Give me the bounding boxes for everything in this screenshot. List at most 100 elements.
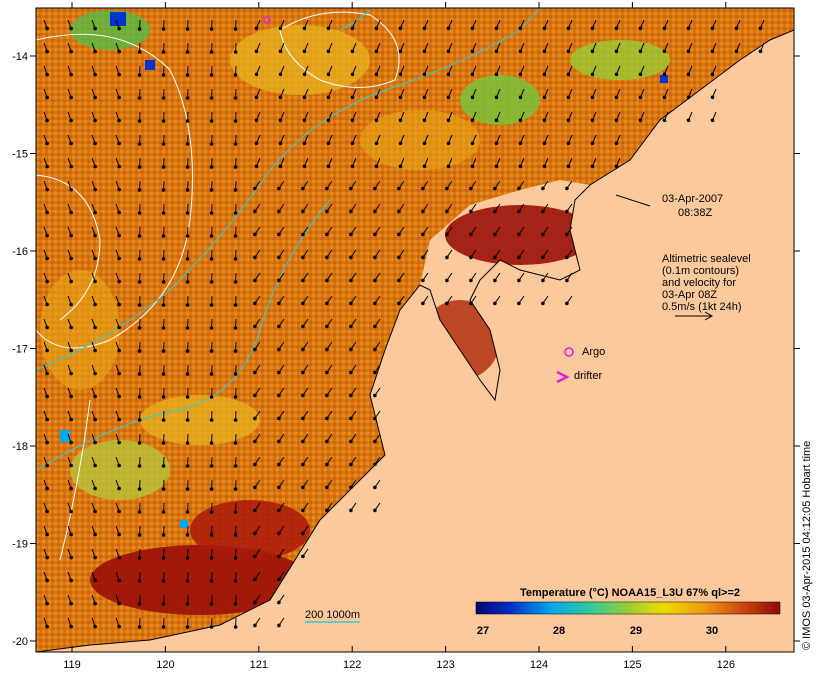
velocity-arrow-head	[493, 278, 497, 283]
velocity-arrow-head	[253, 577, 257, 582]
velocity-arrow-head	[542, 26, 547, 31]
velocity-arrow-head	[45, 118, 49, 123]
velocity-arrow-head	[137, 395, 142, 399]
velocity-arrow-head	[93, 532, 97, 537]
velocity-arrow-head	[233, 602, 238, 606]
depth-legend-label: 200 1000m	[305, 609, 360, 621]
velocity-arrow-head	[542, 118, 547, 123]
velocity-arrow-head	[278, 141, 283, 146]
velocity-arrow-head	[161, 487, 166, 491]
velocity-arrow-head	[209, 372, 214, 376]
velocity-arrow-head	[301, 531, 305, 536]
lat-tick-label: -18	[12, 441, 28, 453]
velocity-arrow-head	[137, 464, 142, 468]
velocity-arrow-head	[161, 50, 166, 54]
velocity-arrow-head	[117, 26, 121, 31]
velocity-arrow-head	[350, 72, 355, 77]
velocity-arrow-head	[45, 141, 49, 146]
velocity-arrow-head	[93, 555, 97, 560]
velocity-arrow-head	[233, 326, 238, 330]
longitude-axis: 119 120 121 122 123 124 125 126	[63, 2, 735, 671]
velocity-arrow-head	[614, 26, 619, 31]
velocity-arrow-head	[185, 602, 190, 606]
velocity-arrow-head	[137, 602, 142, 606]
velocity-arrow-head	[565, 232, 569, 237]
velocity-arrow-head	[494, 26, 499, 31]
velocity-arrow-head	[662, 49, 667, 54]
sealevel-contour	[36, 174, 101, 321]
velocity-arrow-head	[93, 601, 97, 606]
velocity-arrow-head	[254, 141, 259, 146]
velocity-arrow-head	[277, 232, 281, 237]
velocity-arrow-head	[209, 579, 214, 583]
velocity-arrow-head	[45, 601, 49, 606]
velocity-arrow-head	[209, 533, 214, 537]
velocity-arrow-head	[493, 255, 497, 260]
lat-tick-label: -19	[12, 539, 28, 551]
velocity-arrow-head	[185, 211, 190, 215]
velocity-arrow-head	[69, 555, 73, 560]
isobath-line	[339, 9, 371, 31]
velocity-arrow-head	[662, 118, 667, 123]
velocity-arrow-head	[518, 95, 523, 100]
velocity-arrow-head	[350, 26, 355, 31]
velocity-arrow-head	[185, 395, 190, 399]
velocity-arrow-head	[662, 26, 667, 31]
velocity-arrow-head	[590, 164, 595, 169]
velocity-arrow-head	[301, 393, 305, 398]
velocity-arrow-head	[161, 303, 166, 307]
velocity-arrow-head	[566, 49, 571, 54]
velocity-arrow-head	[541, 278, 545, 283]
velocity-arrow-head	[494, 118, 499, 123]
velocity-arrow-head	[638, 72, 643, 77]
velocity-arrow-head	[93, 279, 97, 284]
lon-tick-label: 125	[623, 659, 641, 671]
velocity-arrow-head	[349, 416, 353, 421]
velocity-arrow-head	[638, 118, 643, 123]
velocity-arrow-head	[590, 72, 595, 77]
velocity-arrow-head	[278, 26, 283, 31]
velocity-arrow-head	[349, 255, 353, 260]
velocity-arrow-head	[137, 349, 142, 353]
velocity-arrow-head	[422, 164, 427, 169]
velocity-arrow-head	[325, 439, 329, 444]
velocity-arrow-head	[185, 142, 190, 146]
velocity-arrow-head	[421, 255, 425, 260]
velocity-arrow-head	[69, 417, 73, 422]
velocity-arrow-head	[185, 556, 190, 560]
colorbar-tick: 27	[477, 625, 489, 637]
velocity-arrow-head	[542, 141, 547, 146]
velocity-arrow-head	[45, 532, 49, 537]
land-mass	[36, 29, 794, 652]
velocity-arrow-head	[185, 372, 190, 376]
velocity-arrow-head	[301, 554, 305, 559]
velocity-arrow-head	[233, 372, 238, 376]
velocity-arrow-head	[253, 508, 257, 513]
isobath-line	[36, 8, 541, 371]
velocity-arrow-head	[233, 579, 238, 583]
velocity-arrow-head	[493, 186, 497, 191]
velocity-arrow-head	[45, 302, 49, 307]
lon-tick-label: 123	[436, 659, 454, 671]
velocity-arrow-head	[117, 532, 121, 537]
velocity-arrow-head	[137, 441, 142, 445]
velocity-arrow-head	[69, 325, 73, 330]
velocity-arrow-head	[710, 49, 715, 54]
velocity-arrow-head	[233, 165, 238, 169]
velocity-arrow-head	[277, 623, 281, 628]
velocity-arrow-head	[277, 370, 281, 375]
lat-tick-label: -16	[12, 246, 28, 258]
velocity-arrow-head	[590, 141, 595, 146]
velocity-arrow-head	[161, 556, 166, 560]
velocity-arrow-head	[373, 462, 377, 467]
velocity-arrow-head	[233, 119, 238, 123]
velocity-arrow-head	[301, 508, 305, 513]
velocity-arrow-head	[161, 326, 166, 330]
velocity-arrow-head	[69, 532, 73, 537]
velocity-arrow-head	[69, 440, 73, 445]
velocity-arrow-head	[161, 625, 166, 629]
velocity-arrow-head	[117, 624, 121, 629]
velocity-arrow-head	[161, 533, 166, 537]
velocity-arrow-head	[137, 280, 142, 284]
velocity-arrow-head	[518, 164, 523, 169]
